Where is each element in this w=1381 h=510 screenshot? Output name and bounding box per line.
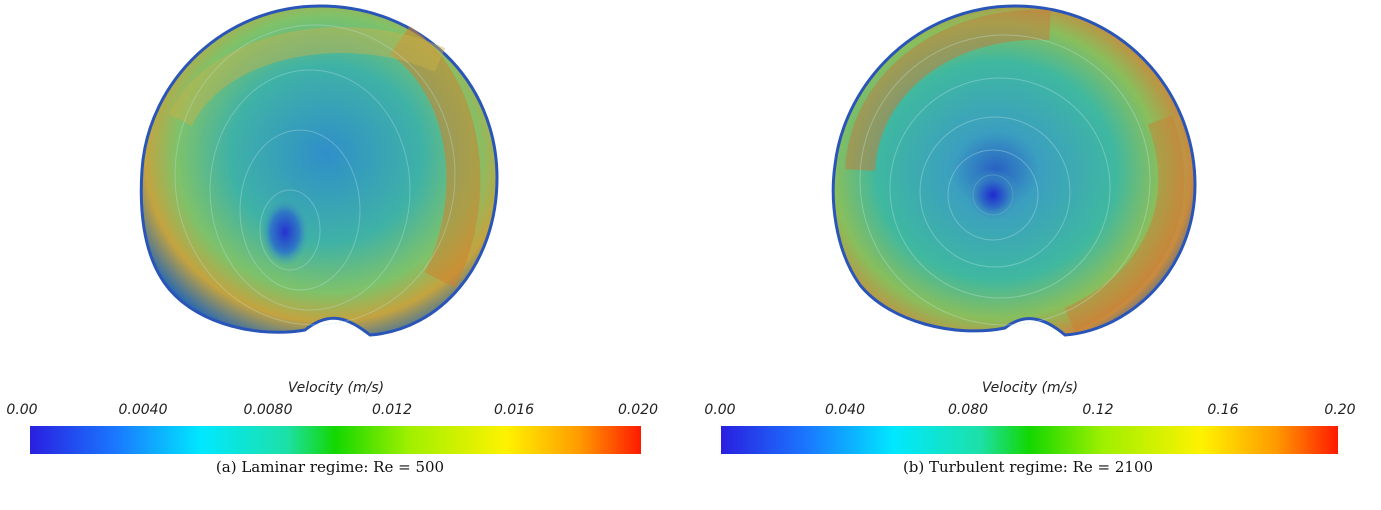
colorbar-tick: 0.00 [6,402,38,418]
colorbar-tick: 0.0080 [243,402,293,418]
panel-laminar: Velocity (m/s) 0.00 0.0040 0.0080 0.012 … [0,0,690,510]
colorbar-tick: 0.020 [617,402,659,418]
colorbar-tick: 0.00 [704,402,736,418]
colorbar [30,426,641,454]
colorbar-tick: 0.12 [1082,402,1114,418]
velocity-field-laminar [139,4,499,337]
colorbar-tick: 0.16 [1207,402,1239,418]
colorbar-tick: 0.080 [947,402,989,418]
velocity-field-turbulent [831,4,1197,337]
figure-caption: (a) Laminar regime: Re = 500 [215,458,445,476]
colorbar-tick: 0.016 [493,402,535,418]
colorbar-tick: 0.20 [1324,402,1356,418]
colorbar-tick: 0.0040 [118,402,168,418]
colorbar-title: Velocity (m/s) [981,380,1079,396]
colorbar-title: Velocity (m/s) [287,380,385,396]
panel-turbulent: Velocity (m/s) 0.00 0.040 0.080 0.12 0.1… [690,0,1381,510]
colorbar-tick: 0.012 [371,402,413,418]
colorbar [721,426,1338,454]
colorbar-tick: 0.040 [824,402,866,418]
figure-caption: (b) Turbulent regime: Re = 2100 [902,458,1154,476]
